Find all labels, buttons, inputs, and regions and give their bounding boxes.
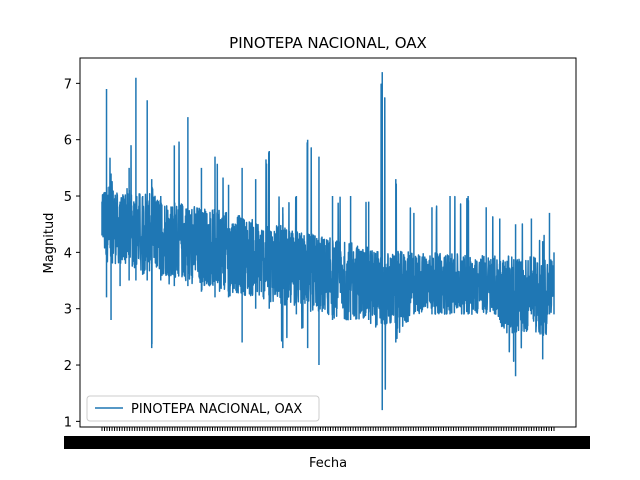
y-axis: 1 2 3 4 5 6 7 (64, 77, 80, 430)
chart-title: PINOTEPA NACIONAL, OAX (229, 34, 427, 52)
legend-label-pinotepa: PINOTEPA NACIONAL, OAX (131, 402, 302, 417)
y-tick-label: 5 (64, 190, 72, 205)
y-tick-label: 7 (64, 77, 72, 92)
legend: PINOTEPA NACIONAL, OAX (86, 395, 320, 422)
y-axis-label: Magnitud (42, 213, 57, 274)
y-tick-label: 6 (64, 134, 72, 149)
series-line-pinotepa (101, 72, 555, 411)
legend-box (86, 395, 320, 422)
y-tick-label: 2 (64, 359, 72, 374)
x-axis (64, 427, 590, 449)
y-tick-label: 1 (64, 415, 72, 430)
y-tick-label: 4 (64, 246, 72, 261)
y-tick-label: 3 (64, 303, 72, 318)
x-axis-label: Fecha (309, 456, 347, 471)
x-tick-labels-overlapping (64, 436, 590, 449)
